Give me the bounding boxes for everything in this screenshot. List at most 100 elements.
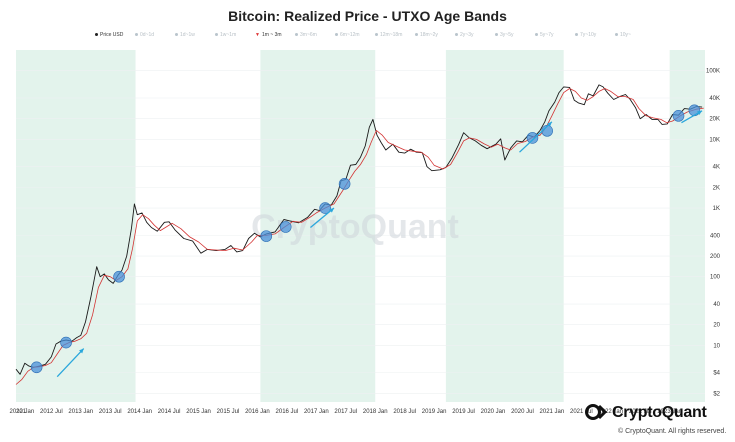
copyright-text: © CryptoQuant. All rights reserved. [618, 428, 727, 435]
legend-label: 0d~1d [140, 32, 155, 38]
legend-label: 1w~1m [220, 32, 237, 38]
legend-label: 3y~5y [500, 32, 514, 38]
x-tick-2012-Jul: 2012 Jul [40, 409, 63, 415]
legend-label: 6m~12m [340, 32, 360, 38]
x-tick-2013-Jan: 2013 Jan [68, 409, 93, 415]
legend-triangle-icon: ▼ [255, 32, 260, 38]
circle-marker-5 [319, 202, 331, 214]
legend-item-12[interactable]: 7y~10y [575, 32, 596, 38]
legend-label: 7y~10y [580, 32, 597, 38]
legend-dot-icon [415, 33, 418, 37]
x-tick-2023-Jan: 2023 Jan [657, 409, 682, 415]
shaded-period-3 [669, 50, 705, 402]
x-tick-2016-Jul: 2016 Jul [276, 409, 299, 415]
cryptoquant-logo-icon [585, 404, 608, 420]
y-tick-10K: 10K [709, 137, 720, 143]
x-tick-2020-Jul: 2020 Jul [511, 409, 534, 415]
y-tick-400: 400 [710, 233, 721, 239]
legend-label: 18m~2y [420, 32, 438, 38]
x-tick-2022-Jan: 2022 Jan [598, 409, 623, 415]
y-tick-200: 200 [710, 254, 721, 260]
x-tick-2019-Jan: 2019 Jan [422, 409, 447, 415]
legend-label: 1m ~ 3m [261, 32, 282, 38]
legend-item-7[interactable]: 12m~18m [375, 32, 402, 38]
brand-name: CryptoQuant [612, 404, 707, 421]
circle-marker-4 [279, 221, 292, 233]
trend-arrowhead-0 [79, 348, 84, 354]
legend-label: 3m~6m [300, 32, 317, 38]
circle-marker-3 [260, 230, 273, 242]
x-tick-2014-Jan: 2014 Jan [127, 409, 152, 415]
x-tick-2021-Jul: 2021 Jul [570, 409, 593, 415]
legend-dot-icon [495, 33, 498, 37]
legend-label: Price USD [100, 32, 124, 38]
chart-legend[interactable]: Price USD 0d~1d 1d~1w 1w~1m ▼ 1m ~ 3m 3m~6m 6m~… [95, 32, 655, 44]
y-tick-1K: 1K [713, 206, 720, 212]
circle-marker-2 [113, 270, 125, 283]
y-tick-100K: 100K [706, 69, 720, 75]
x-tick-2015-Jul: 2015 Jul [217, 409, 240, 415]
y-tick-4K: 4K [713, 165, 720, 171]
trend-arrow-1 [310, 207, 335, 229]
y-tick-$2: $2 [713, 391, 720, 397]
legend-item-11[interactable]: 5y~7y [535, 32, 553, 38]
x-tick-2014-Jul: 2014 Jul [158, 409, 181, 415]
y-tick-20K: 20K [709, 117, 720, 123]
x-tick-2020-Jan: 2020 Jan [481, 409, 506, 415]
legend-label: 1d~1w [180, 32, 195, 38]
x-tick-2012-Jan: 2012 Jan [10, 409, 35, 415]
legend-item-3[interactable]: 1w~1m [215, 32, 236, 38]
trend-arrows [56, 110, 703, 378]
y-axis: 100K 40K 20K 10K 4K 2K 1K 400 200 100 40 20 10 $4 $2 [706, 69, 721, 398]
legend-item-10[interactable]: 3y~5y [495, 32, 513, 38]
legend-dot-icon [95, 33, 98, 37]
legend-item-4[interactable]: ▼ 1m ~ 3m [255, 32, 282, 38]
y-tick-$4: $4 [713, 371, 720, 377]
legend-dot-icon [135, 33, 138, 37]
trend-arrow-2 [519, 121, 553, 153]
legend-item-1[interactable]: 0d~1d [135, 32, 154, 38]
legend-dot-icon [375, 33, 378, 37]
legend-item-8[interactable]: 18m~2y [415, 32, 438, 38]
circle-marker-10 [688, 104, 701, 117]
shaded-periods [16, 50, 705, 402]
legend-item-2[interactable]: 1d~1w [175, 32, 195, 38]
trend-arrowhead-2 [547, 121, 552, 127]
circle-marker-1 [60, 336, 72, 349]
legend-item-5[interactable]: 3m~6m [295, 32, 317, 38]
x-tick-2016-Jan: 2016 Jan [245, 409, 270, 415]
legend-item-13[interactable]: 10y~ [615, 32, 631, 38]
x-tick-2018-Jul: 2018 Jul [393, 409, 416, 415]
circle-marker-6 [338, 178, 351, 190]
legend-item-6[interactable]: 6m~12m [335, 32, 360, 38]
y-tick-100: 100 [710, 275, 721, 281]
y-tick-40: 40 [713, 302, 720, 308]
legend-item-0[interactable]: Price USD [95, 32, 123, 38]
x-tick-2013-Jul: 2013 Jul [99, 409, 122, 415]
trend-arrowhead-1 [329, 208, 334, 213]
y-tick-40K: 40K [709, 96, 720, 102]
legend-dot-icon [335, 33, 338, 37]
legend-dot-icon [175, 33, 178, 37]
legend-item-9[interactable]: 2y~3y [455, 32, 473, 38]
x-tick-2018-Jan: 2018 Jan [363, 409, 388, 415]
legend-dot-icon [215, 33, 218, 37]
y-tick-2K: 2K [713, 185, 720, 191]
gridlines [16, 70, 705, 394]
x-tick-2017-Jul: 2017 Jul [334, 409, 357, 415]
legend-label: 12m~18m [380, 32, 403, 38]
y-tick-20: 20 [713, 323, 720, 329]
x-tick-2015-Jan: 2015 Jan [186, 409, 211, 415]
x-tick-2017-Jan: 2017 Jan [304, 409, 329, 415]
legend-dot-icon [295, 33, 298, 37]
legend-label: 5y~7y [540, 32, 554, 38]
chart-title: Bitcoin: Realized Price - UTXO Age Bands [228, 8, 507, 24]
legend-label: 2y~3y [460, 32, 474, 38]
shaded-period-2 [445, 50, 564, 402]
legend-dot-icon [615, 33, 618, 37]
x-tick-2021-Jan: 2021 Jan [540, 409, 565, 415]
x-tick-left: 201 [16, 409, 27, 415]
legend-dot-icon [535, 33, 538, 37]
